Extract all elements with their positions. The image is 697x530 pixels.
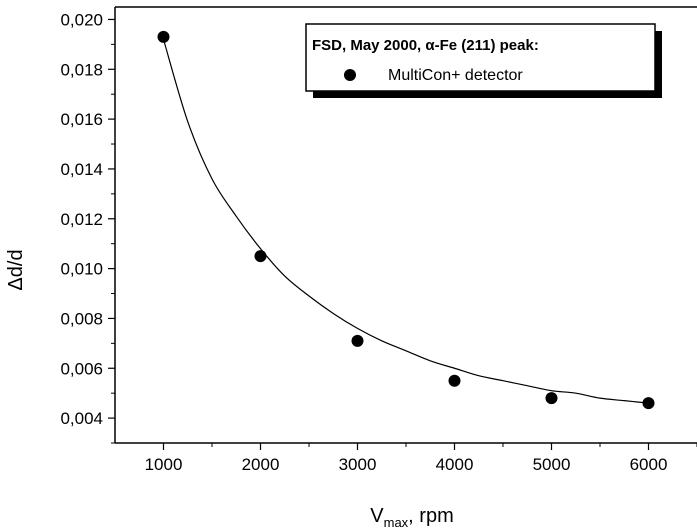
data-point (545, 392, 558, 405)
legend-entry: MultiCon+ detector (388, 67, 523, 84)
data-points (157, 30, 655, 410)
y-axis-title: Δd/d (5, 249, 27, 290)
x-tick-label: 5000 (533, 455, 571, 474)
y-tick-label: 0,008 (60, 309, 103, 328)
data-point (157, 30, 170, 43)
fit-curve (162, 39, 649, 404)
x-axis-title: Vmax, rpm (370, 505, 453, 530)
y-tick-label: 0,018 (60, 60, 103, 79)
y-tick-label: 0,014 (60, 160, 103, 179)
data-point (642, 397, 655, 410)
x-axis-title-sub: max (384, 515, 409, 530)
x-axis-title-main: V (370, 505, 384, 527)
legend-title: FSD, May 2000, α-Fe (211) peak: (312, 37, 539, 54)
x-tick-label: 4000 (436, 455, 474, 474)
y-tick-label: 0,020 (60, 10, 103, 29)
legend-box (305, 23, 656, 92)
x-tick-label: 6000 (630, 455, 668, 474)
x-axis-title-rest: , rpm (408, 505, 454, 527)
y-tick-label: 0,016 (60, 110, 103, 129)
x-tick-label: 2000 (242, 455, 280, 474)
legend-marker (344, 69, 356, 81)
x-axis: 1000 2000 3000 4000 5000 6000 (145, 443, 697, 474)
fit-curve-group (162, 39, 649, 404)
y-tick-label: 0,010 (60, 260, 103, 279)
y-axis: 0,004 0,006 0,008 0,010 0,012 0,014 0,016 0,018… (60, 10, 115, 444)
y-tick-label: 0,012 (60, 210, 103, 229)
data-point (351, 334, 364, 347)
x-tick-label: 3000 (339, 455, 377, 474)
y-tick-label: 0,004 (60, 409, 103, 428)
y-tick-label: 0,006 (60, 359, 103, 378)
legend: FSD, May 2000, α-Fe (211) peak: MultiCon… (305, 23, 662, 98)
x-tick-label: 1000 (145, 455, 183, 474)
data-point (254, 250, 267, 263)
data-point (448, 374, 461, 387)
